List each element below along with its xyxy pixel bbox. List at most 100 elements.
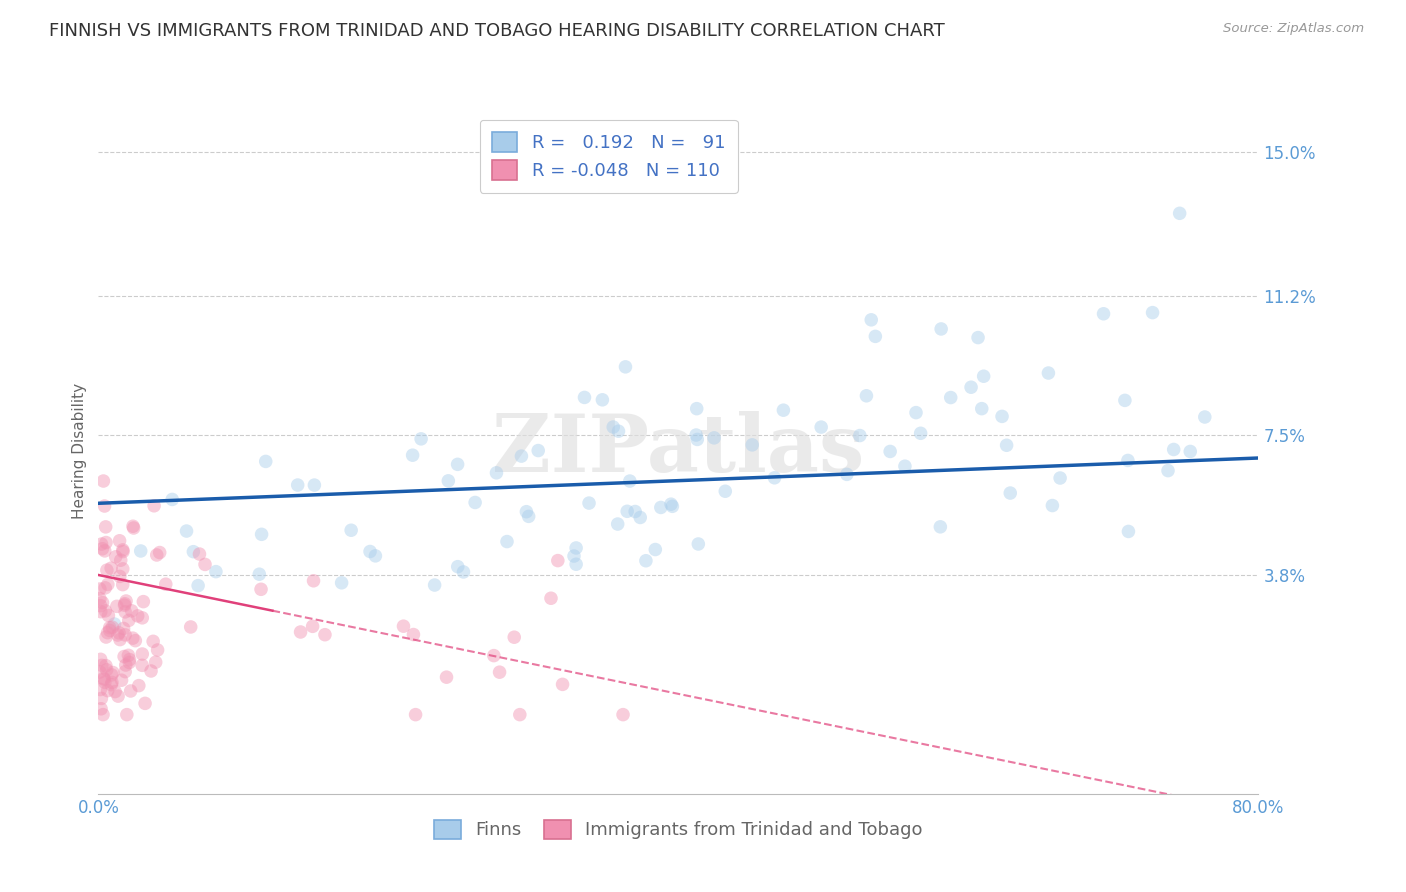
Point (1118, 524, 1140, 539)
Point (149, 545, 172, 559)
Point (93, 544, 115, 558)
Point (145, 548, 167, 562)
Point (551, 677, 574, 691)
Point (94, 658, 117, 673)
Point (929, 520, 952, 534)
Point (108, 533, 131, 548)
Point (91, 541, 114, 556)
Point (131, 611, 153, 625)
Point (340, 523, 363, 537)
Point (122, 521, 145, 535)
Point (103, 617, 125, 632)
Point (1114, 393, 1136, 408)
Point (503, 630, 526, 644)
Point (254, 454, 277, 468)
Point (250, 527, 273, 541)
Point (763, 471, 786, 485)
Point (100, 678, 122, 692)
Point (100, 561, 122, 575)
Point (970, 401, 993, 416)
Point (90, 599, 112, 613)
Point (860, 313, 883, 327)
Point (97, 683, 120, 698)
Point (114, 665, 136, 679)
Point (1116, 453, 1139, 467)
Point (111, 562, 134, 576)
Point (121, 631, 143, 645)
Point (105, 599, 128, 614)
Point (117, 648, 139, 663)
Point (464, 495, 486, 509)
Point (453, 565, 475, 579)
Point (131, 647, 153, 661)
Point (686, 433, 709, 447)
Point (134, 697, 156, 711)
Point (849, 428, 872, 442)
Point (114, 605, 136, 619)
Point (97, 625, 120, 640)
Text: ZIPatlas: ZIPatlas (492, 411, 865, 490)
Point (107, 628, 129, 642)
Point (688, 537, 710, 551)
Point (1194, 409, 1216, 424)
Point (517, 509, 540, 524)
Point (527, 443, 550, 458)
Point (89, 665, 111, 679)
Point (93, 673, 115, 687)
Point (1142, 305, 1164, 319)
Point (142, 634, 165, 648)
Point (401, 448, 423, 462)
Point (1157, 464, 1180, 478)
Point (810, 420, 832, 434)
Point (304, 478, 326, 492)
Point (865, 329, 887, 343)
Point (624, 504, 647, 518)
Point (436, 670, 458, 684)
Point (540, 591, 562, 606)
Point (602, 420, 624, 434)
Point (91, 596, 114, 610)
Point (118, 656, 141, 670)
Point (139, 664, 162, 678)
Point (967, 330, 990, 344)
Point (180, 620, 202, 634)
Point (90, 658, 112, 673)
Point (659, 497, 682, 511)
Point (741, 438, 763, 452)
Point (188, 547, 211, 561)
Point (115, 594, 138, 608)
Point (1049, 471, 1071, 485)
Point (447, 559, 470, 574)
Point (131, 658, 153, 673)
Point (108, 569, 131, 583)
Point (108, 632, 131, 647)
Point (482, 648, 505, 663)
Point (89, 682, 111, 697)
Point (894, 459, 917, 474)
Point (94, 535, 117, 549)
Point (578, 496, 600, 510)
Point (94, 630, 117, 644)
Point (411, 432, 433, 446)
Point (122, 519, 145, 533)
Point (650, 500, 672, 515)
Point (686, 401, 709, 416)
Text: FINNISH VS IMMIGRANTS FROM TRINIDAD AND TOBAGO HEARING DISABILITY CORRELATION CH: FINNISH VS IMMIGRANTS FROM TRINIDAD AND … (49, 22, 945, 40)
Point (101, 675, 124, 690)
Point (991, 409, 1014, 424)
Legend: Finns, Immigrants from Trinidad and Tobago: Finns, Immigrants from Trinidad and Toba… (427, 813, 929, 847)
Point (145, 655, 167, 669)
Point (562, 549, 585, 563)
Point (183, 544, 205, 558)
Point (616, 504, 638, 518)
Point (108, 625, 131, 640)
Point (250, 582, 273, 597)
Point (772, 403, 794, 417)
Point (118, 613, 141, 627)
Point (162, 492, 184, 507)
Point (89, 582, 111, 596)
Point (1000, 486, 1022, 500)
Point (114, 598, 136, 612)
Point (94, 520, 117, 534)
Point (114, 658, 136, 673)
